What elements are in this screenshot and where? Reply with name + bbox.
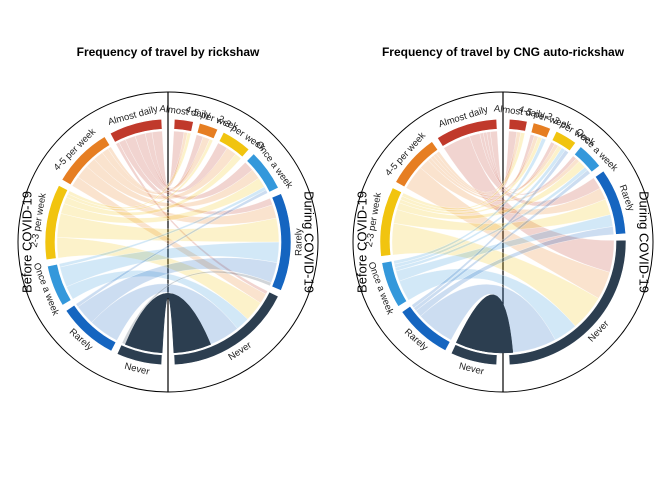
ribbon-1-2 [430,143,559,198]
ribbon-4-3 [75,189,268,308]
during-segment-4 [271,193,292,291]
ribbon-4-5 [420,283,556,353]
before-segment-3 [381,260,408,307]
ribbon-2-5 [56,237,262,320]
ribbon-4-2 [411,149,569,309]
during-segment-2 [551,130,577,152]
during-segment-label: Rarely [294,228,305,256]
ribbon-2-1 [66,138,214,212]
before-segment-2 [379,187,402,257]
chord-panel-2: Frequency of travel by CNG auto-rickshaw… [352,45,654,393]
ribbon-2-2 [398,145,563,215]
during-segment-0 [173,118,194,132]
ribbon-3-4 [59,241,280,288]
ribbon-3-2 [393,147,566,268]
group-label-during: During COVID-19 [302,191,317,293]
before-segment-3 [47,263,72,306]
during-segment-2 [218,131,250,158]
ribbon-0-2 [482,131,556,191]
ribbon-0-4 [118,139,273,216]
before-segment-2 [44,184,69,261]
segments [379,118,627,366]
before-segment-5 [116,344,163,366]
ribbon-4-3 [413,169,591,312]
during-segment-3 [246,153,279,193]
ribbon-2-0 [67,132,192,209]
ribbon-3-3 [394,166,588,272]
ribbon-0-5 [443,135,615,273]
before-segment-4 [65,304,117,352]
before-segment-4 [401,305,451,352]
group-label-during: During COVID-19 [637,191,652,293]
before-segment-5 [450,344,498,366]
segments [44,118,292,366]
ribbon-5-4 [121,270,272,345]
during-segment-4 [594,170,627,235]
ribbon-2-3 [60,177,265,224]
ribbon-2-4 [393,198,611,232]
ribbon-5-5 [455,294,514,354]
ribbon-2-4 [56,213,280,243]
ribbon-1-1 [101,136,211,195]
ribbons [391,130,615,354]
panel-title: Frequency of travel by rickshaw [77,45,260,59]
during-segment-1 [530,122,551,139]
during-segment-5 [173,291,279,366]
before-segment-0 [109,118,163,143]
ribbon-3-4 [395,214,614,282]
during-segment-1 [196,122,219,140]
during-segment-3 [573,146,601,173]
ribbon-3-3 [58,186,267,268]
group-label-before: Before COVID-19 [354,191,369,293]
ribbon-1-1 [432,135,539,195]
ribbon-1-0 [107,131,188,192]
ribbon-3-5 [66,270,249,329]
during-segment-5 [508,239,627,366]
ribbon-4-4 [415,226,615,317]
ribbon-0-5 [115,142,268,295]
ribbon-2-3 [396,160,586,220]
ribbons [56,130,280,354]
ribbon-1-2 [93,147,237,200]
ribbon-1-4 [77,166,277,225]
ribbon-3-1 [393,137,547,265]
ribbon-2-5 [391,222,599,327]
ribbon-0-0 [489,130,518,187]
ribbon-1-5 [405,167,611,299]
during-segment-0 [508,118,528,132]
ribbon-1-3 [427,157,580,202]
ribbon-0-3 [479,132,577,196]
before-segment-1 [61,136,111,186]
ribbon-1-3 [86,158,260,208]
ribbon-1-4 [420,159,606,215]
ribbon-2-1 [400,136,543,213]
before-segment-1 [395,141,439,188]
ribbon-2-2 [63,153,242,216]
ribbon-0-3 [124,135,253,200]
group-label-before: Before COVID-19 [19,191,34,293]
before-segment-0 [436,118,498,147]
panel-title: Frequency of travel by CNG auto-rickshaw [382,45,625,59]
ribbon-2-0 [401,132,526,211]
ribbon-3-5 [398,268,576,341]
